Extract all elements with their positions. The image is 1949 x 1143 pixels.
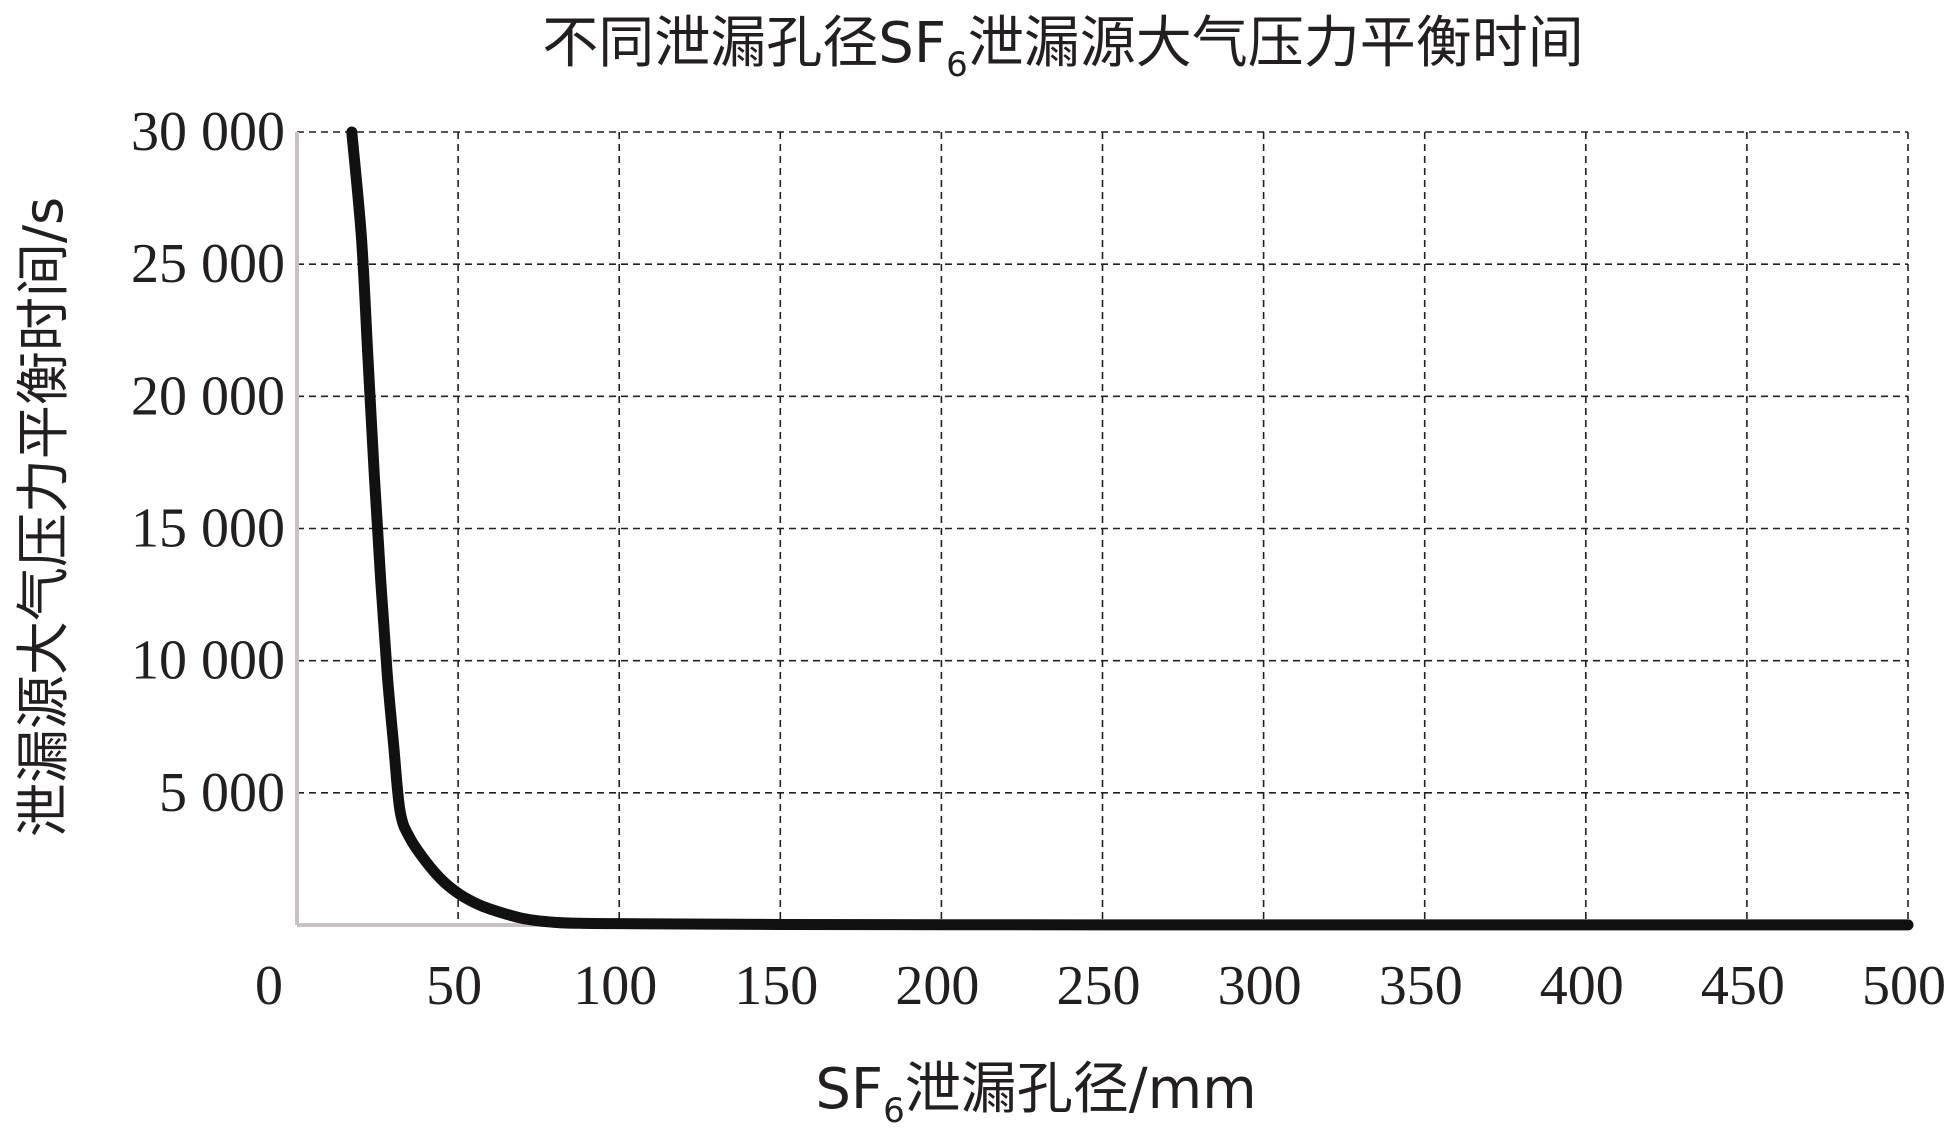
y-tick-label-15000: 15 000: [131, 498, 285, 560]
x-tick-label-350: 350: [1379, 955, 1463, 1017]
x-tick-label-200: 200: [895, 955, 979, 1017]
y-tick-label-20000: 20 000: [131, 365, 285, 427]
y-tick-label-30000: 30 000: [131, 101, 285, 163]
x-tick-label-100: 100: [573, 955, 657, 1017]
series-line-0: [346, 126, 1914, 931]
y-tick-label-10000: 10 000: [131, 630, 285, 692]
grid: [297, 131, 1909, 925]
x-tick-label-50: 50: [426, 955, 482, 1017]
x-axis-label: SF6泄漏孔径/mm: [815, 1057, 1256, 1131]
tick-labels: 0 50 100 150 200 250 300 350 400 450 500 5 000 10 00…: [131, 101, 1946, 1017]
x-tick-label-0: 0: [255, 955, 283, 1017]
chart-title: 不同泄漏孔径SF6泄漏源大气压力平衡时间: [542, 11, 1583, 85]
y-tick-label-5000: 5 000: [159, 762, 285, 824]
series-layer: [346, 126, 1914, 931]
x-tick-label-450: 450: [1701, 955, 1785, 1017]
y-axis-label: 泄漏源大气压力平衡时间/s: [12, 197, 75, 837]
y-tick-label-25000: 25 000: [131, 233, 285, 295]
x-tick-label-250: 250: [1057, 955, 1141, 1017]
x-tick-label-400: 400: [1540, 955, 1624, 1017]
x-tick-label-150: 150: [734, 955, 818, 1017]
x-tick-label-500: 500: [1862, 955, 1946, 1017]
x-tick-label-300: 300: [1218, 955, 1302, 1017]
